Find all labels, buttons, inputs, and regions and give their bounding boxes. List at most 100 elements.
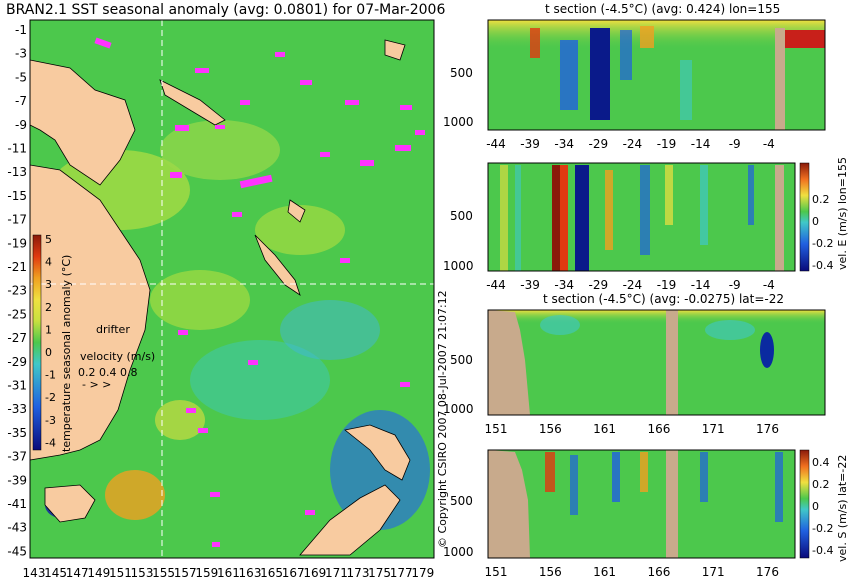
new-zealand-south-land — [299, 484, 401, 556]
vel-s-section-panel — [487, 449, 796, 559]
sst-colorbar-tick: -1 — [45, 369, 56, 382]
section-x-tick-label: -44 — [486, 137, 506, 151]
sst-colorbar-tick: 4 — [45, 256, 52, 269]
vel-s-colorbar: 0.4 0.2 0 -0.2 -0.4 vel. S (m/s) lat=-22 — [799, 449, 849, 562]
map-x-tick-label: 153 — [131, 566, 154, 580]
panel4-frame — [487, 449, 796, 559]
section-x-tick-label: -14 — [691, 278, 711, 292]
map-y-tick-label: -31 — [7, 379, 27, 393]
drifter-markers — [94, 37, 425, 547]
map-y-tick-label: -35 — [7, 426, 27, 440]
panel3-surface-layer — [488, 310, 825, 324]
sst-colorbar-tick: 3 — [45, 278, 52, 291]
panel2-west — [748, 165, 754, 225]
panel1-hot-anomaly — [785, 30, 825, 48]
panel3-y-tick-500: 500 — [450, 353, 473, 367]
vel-e-section-panel — [487, 162, 796, 272]
anomaly-patch-warm — [160, 120, 280, 180]
panel2-land-column — [775, 165, 784, 271]
anomaly-patch-cool — [280, 300, 380, 360]
section-x-tick-label: 161 — [593, 422, 616, 436]
panel2-east — [605, 170, 613, 250]
tasmania-land — [44, 484, 96, 523]
panel1-frame — [487, 19, 826, 131]
map-x-tick-label: 151 — [109, 566, 132, 580]
map-y-tick-label: -43 — [7, 521, 27, 535]
vel-s-colorbar-ticks: 0.4 0.2 0 -0.2 -0.4 — [812, 456, 833, 557]
map-x-tick-label: 177 — [390, 566, 413, 580]
sst-colorbar-tick: 0 — [45, 346, 52, 359]
map-x-tick-label: 147 — [66, 566, 89, 580]
map-y-tick-label: -23 — [7, 284, 27, 298]
map-y-tick-label: -21 — [7, 260, 27, 274]
anomaly-patch-cool — [190, 340, 330, 420]
section-x-tick-label: -34 — [554, 278, 574, 292]
australia-land — [29, 164, 151, 461]
section-x-tick-label: 151 — [485, 565, 508, 579]
section-x-tick-label: -9 — [729, 137, 741, 151]
map-y-tick-label: -25 — [7, 307, 27, 321]
panel2-frame — [487, 162, 796, 272]
panel3-title: t section (-4.5°C) (avg: -0.0275) lat=-2… — [543, 292, 784, 306]
panel3-y-tick-1000: 1000 — [443, 402, 474, 416]
sst-colorbar-tick: 1 — [45, 323, 52, 336]
sst-colorbar-tick: 5 — [45, 233, 52, 246]
section-x-tick-label: 161 — [593, 565, 616, 579]
vel-colorbar-tick: 0.2 — [812, 478, 830, 491]
map-y-tick-label: -9 — [15, 118, 27, 132]
map-y-tick-label: -11 — [7, 142, 27, 156]
sst-colorbar-tick: -3 — [45, 414, 56, 427]
vel-e-colorbar: 0.2 0 -0.2 -0.4 vel. E (m/s) lon=155 — [799, 157, 849, 272]
panel1-cool-anomaly — [620, 30, 632, 80]
vel-e-colorbar-ticks: 0.2 0 -0.2 -0.4 — [812, 193, 833, 272]
map-y-tick-label: -19 — [7, 236, 27, 250]
panel1-land-column — [775, 28, 785, 130]
panel1-y-tick-500: 500 — [450, 66, 473, 80]
copyright-notice: © Copyright CSIRO 2007 08-Jul-2007 21:07… — [436, 290, 449, 548]
panel2-strong-west — [575, 165, 589, 271]
anomaly-patch-hot — [105, 470, 165, 520]
section-x-tick-label: 176 — [756, 422, 779, 436]
vel-s-colorbar-gradient — [799, 449, 810, 559]
vel-s-colorbar-label: vel. S (m/s) lat=-22 — [836, 455, 849, 562]
map-frame — [29, 19, 435, 559]
vel-colorbar-tick: -0.4 — [812, 544, 833, 557]
panel4-y-tick-500: 500 — [450, 494, 473, 508]
panel4-south — [545, 452, 555, 492]
map-x-tick-label: 163 — [239, 566, 262, 580]
map-y-tick-label: -41 — [7, 497, 27, 511]
map-x-tick-label: 165 — [260, 566, 283, 580]
panel1-x-tick-labels: -44 -39 -34 -29 -24 -19 -14 -9 -4 — [486, 137, 775, 151]
panel1-warm-anomaly — [640, 26, 654, 48]
panel4-land-slope — [488, 450, 530, 558]
island-land — [384, 39, 406, 61]
map-y-tick-label: -7 — [15, 94, 27, 108]
vel-colorbar-tick: -0.2 — [812, 522, 833, 535]
section-x-tick-label: 171 — [702, 565, 725, 579]
section-x-tick-label: -24 — [623, 278, 643, 292]
panel2-band — [515, 165, 521, 271]
panel2-east — [560, 165, 568, 271]
panel4-x-tick-labels: 151 156 161 166 171 176 — [485, 565, 779, 579]
vel-colorbar-tick: 0.4 — [812, 456, 830, 469]
panel3-land-slope — [488, 310, 530, 415]
map-x-tick-label: 149 — [87, 566, 110, 580]
panel2-y-tick-500: 500 — [450, 209, 473, 223]
panel1-title: t section (-4.5°C) (avg: 0.424) lon=155 — [545, 2, 780, 16]
map-x-tick-label: 157 — [174, 566, 197, 580]
sst-colorbar-gradient — [32, 234, 42, 451]
section-x-tick-label: -29 — [588, 137, 608, 151]
map-y-tick-label: -5 — [15, 70, 27, 84]
sst-colorbar-tick: 2 — [45, 301, 52, 314]
velocity-scale-arrows: - > > — [82, 378, 111, 391]
sst-colorbar: 5 4 3 2 1 0 -1 -2 -3 -4 temperature seasonal anom… — [32, 233, 73, 452]
panel1-surface-layer — [488, 20, 825, 50]
section-x-tick-label: 166 — [647, 422, 670, 436]
map-y-tick-label: -39 — [7, 473, 27, 487]
map-x-tick-label: 179 — [411, 566, 434, 580]
vanuatu-land — [287, 199, 306, 223]
new-guinea-land — [29, 59, 136, 186]
t-section-lon-panel — [487, 19, 826, 131]
panel3-frame — [487, 309, 826, 416]
